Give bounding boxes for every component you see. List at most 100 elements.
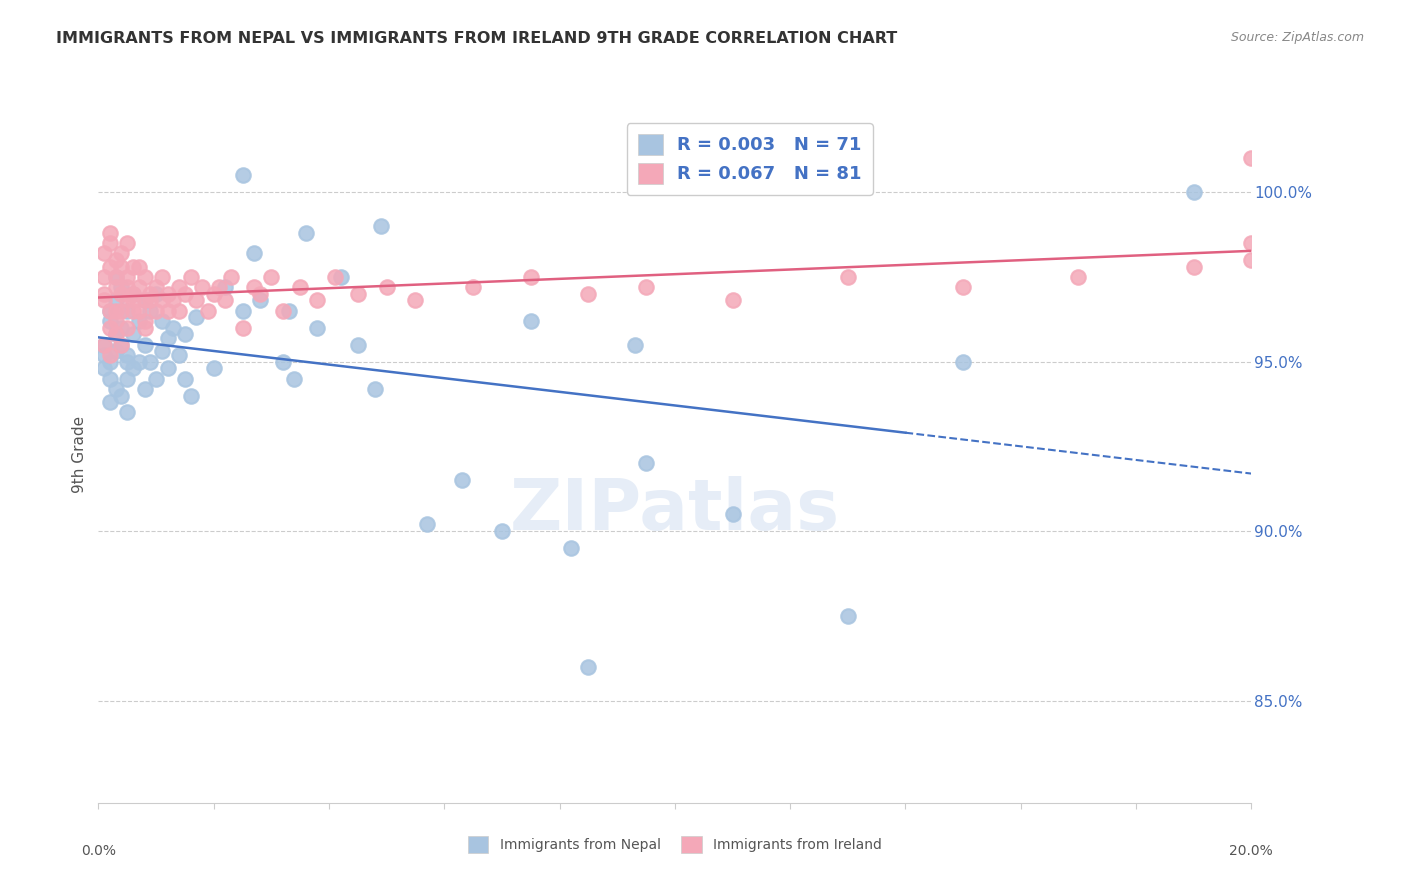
- Point: [260, 269, 283, 284]
- Point: [128, 260, 150, 274]
- Point: [150, 293, 173, 308]
- Point: [186, 310, 208, 325]
- Point: [98, 235, 121, 250]
- Point: [134, 337, 156, 351]
- Point: [307, 293, 329, 308]
- Point: [174, 286, 197, 301]
- Point: [156, 286, 179, 301]
- Point: [283, 371, 305, 385]
- Point: [104, 314, 127, 328]
- Point: [219, 269, 242, 284]
- Point: [93, 286, 115, 301]
- Point: [721, 508, 744, 522]
- Y-axis label: 9th Grade: 9th Grade: [72, 417, 87, 493]
- Point: [145, 280, 167, 294]
- Point: [156, 361, 179, 376]
- Point: [117, 371, 139, 385]
- Point: [93, 269, 115, 284]
- Point: [214, 293, 236, 308]
- Point: [346, 337, 368, 351]
- Point: [128, 303, 150, 318]
- Point: [167, 303, 190, 318]
- Point: [98, 320, 121, 334]
- Point: [122, 260, 145, 274]
- Point: [104, 280, 127, 294]
- Point: [295, 226, 318, 240]
- Point: [122, 286, 145, 301]
- Point: [167, 280, 190, 294]
- Point: [174, 371, 197, 385]
- Text: ZIPatlas: ZIPatlas: [510, 476, 839, 545]
- Point: [249, 293, 271, 308]
- Point: [104, 327, 127, 342]
- Point: [461, 280, 484, 294]
- Point: [128, 314, 150, 328]
- Point: [307, 320, 329, 334]
- Text: 0.0%: 0.0%: [82, 844, 115, 857]
- Point: [104, 327, 127, 342]
- Point: [1182, 185, 1205, 199]
- Point: [98, 303, 121, 318]
- Point: [1067, 269, 1090, 284]
- Point: [208, 280, 231, 294]
- Point: [93, 246, 115, 260]
- Point: [186, 293, 208, 308]
- Point: [98, 395, 121, 409]
- Point: [952, 280, 974, 294]
- Point: [104, 293, 127, 308]
- Point: [370, 219, 392, 233]
- Point: [98, 314, 121, 328]
- Point: [231, 320, 254, 334]
- Point: [491, 524, 513, 539]
- Point: [117, 348, 139, 362]
- Point: [329, 269, 352, 284]
- Text: IMMIGRANTS FROM NEPAL VS IMMIGRANTS FROM IRELAND 9TH GRADE CORRELATION CHART: IMMIGRANTS FROM NEPAL VS IMMIGRANTS FROM…: [56, 31, 897, 46]
- Point: [375, 280, 398, 294]
- Point: [1240, 151, 1263, 165]
- Point: [156, 303, 179, 318]
- Point: [636, 457, 658, 471]
- Point: [139, 303, 162, 318]
- Point: [110, 320, 132, 334]
- Point: [197, 303, 219, 318]
- Point: [104, 269, 127, 284]
- Point: [837, 609, 859, 624]
- Point: [145, 371, 167, 385]
- Point: [117, 293, 139, 308]
- Point: [520, 314, 543, 328]
- Point: [636, 280, 658, 294]
- Point: [104, 344, 127, 359]
- Legend: Immigrants from Nepal, Immigrants from Ireland: Immigrants from Nepal, Immigrants from I…: [463, 830, 887, 858]
- Point: [134, 293, 156, 308]
- Point: [98, 348, 121, 362]
- Point: [156, 331, 179, 345]
- Point: [117, 405, 139, 419]
- Point: [1182, 260, 1205, 274]
- Point: [117, 320, 139, 334]
- Point: [174, 327, 197, 342]
- Point: [139, 354, 162, 368]
- Point: [150, 344, 173, 359]
- Point: [104, 252, 127, 267]
- Point: [837, 269, 859, 284]
- Point: [134, 293, 156, 308]
- Point: [134, 269, 156, 284]
- Point: [139, 286, 162, 301]
- Point: [271, 354, 294, 368]
- Point: [139, 293, 162, 308]
- Point: [202, 286, 225, 301]
- Point: [110, 337, 132, 351]
- Point: [93, 337, 115, 351]
- Point: [110, 260, 132, 274]
- Point: [290, 280, 312, 294]
- Point: [231, 303, 254, 318]
- Point: [405, 293, 427, 308]
- Point: [167, 348, 190, 362]
- Point: [122, 327, 145, 342]
- Point: [110, 246, 132, 260]
- Point: [117, 269, 139, 284]
- Point: [180, 388, 202, 402]
- Point: [128, 280, 150, 294]
- Point: [117, 235, 139, 250]
- Point: [98, 371, 121, 385]
